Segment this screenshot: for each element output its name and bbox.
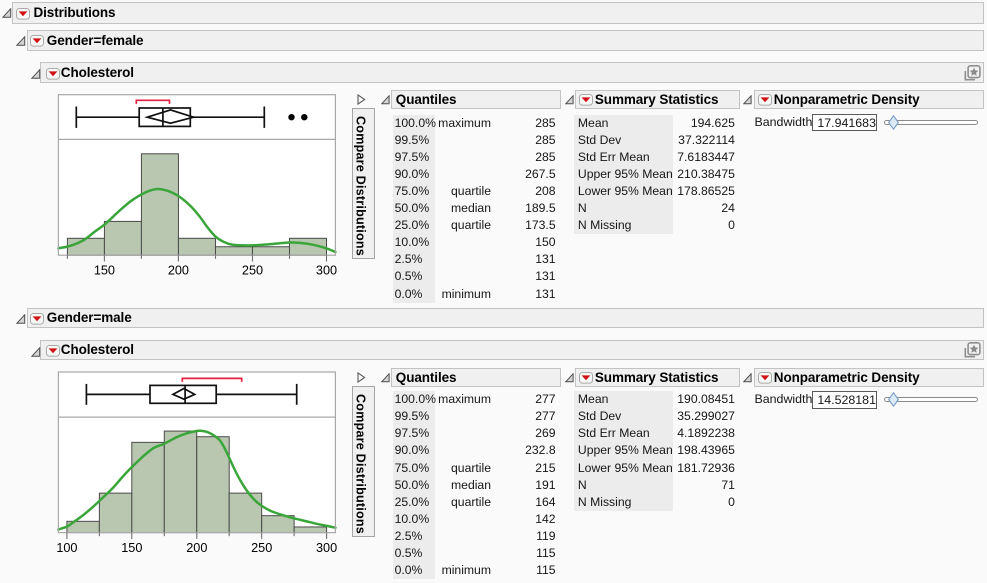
svg-text:150: 150	[94, 264, 115, 278]
svg-text:250: 250	[251, 541, 272, 555]
svg-text:300: 300	[316, 541, 337, 555]
svg-text:150: 150	[121, 541, 142, 555]
svg-text:300: 300	[316, 264, 337, 278]
svg-text:100: 100	[56, 541, 77, 555]
svg-text:200: 200	[186, 541, 207, 555]
svg-text:250: 250	[242, 264, 263, 278]
svg-text:200: 200	[168, 264, 189, 278]
